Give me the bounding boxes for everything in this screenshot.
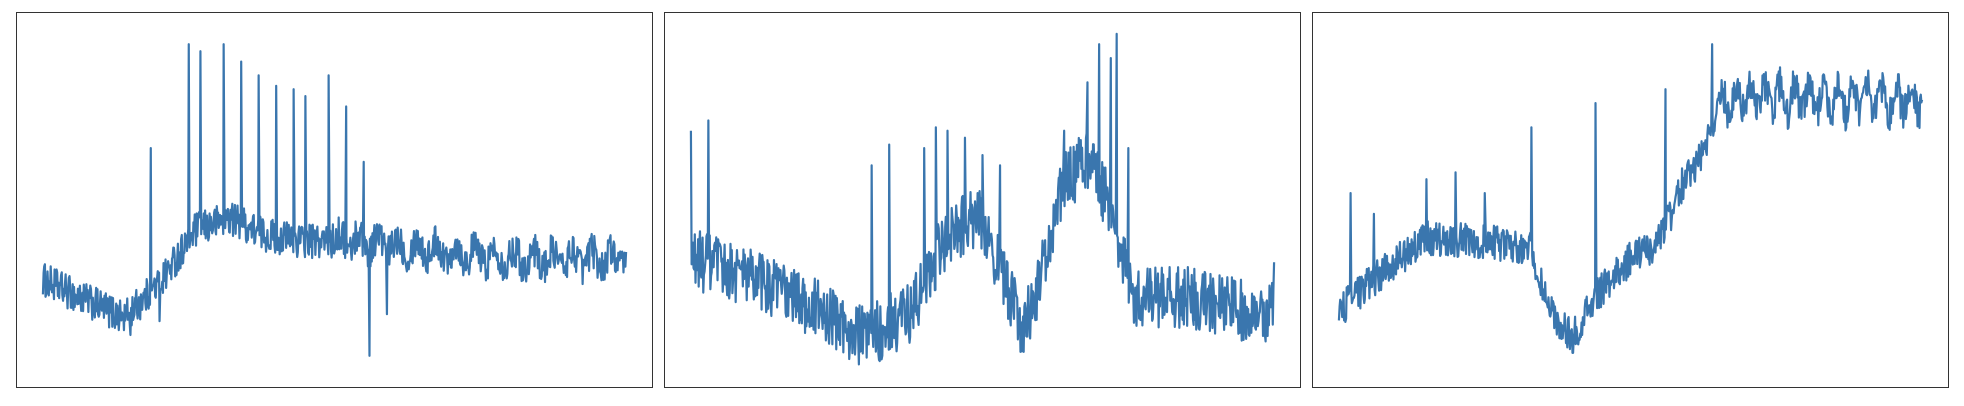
chart-panel-2 xyxy=(664,12,1301,388)
chart-panel-1 xyxy=(16,12,653,388)
series-line-1 xyxy=(41,43,628,357)
plot-area-2 xyxy=(689,32,1276,366)
plot-area-1 xyxy=(41,43,628,357)
series-line-2 xyxy=(689,32,1276,366)
series-line-3 xyxy=(1337,43,1924,354)
chart-panel-3 xyxy=(1312,12,1949,388)
plot-area-3 xyxy=(1337,43,1924,354)
